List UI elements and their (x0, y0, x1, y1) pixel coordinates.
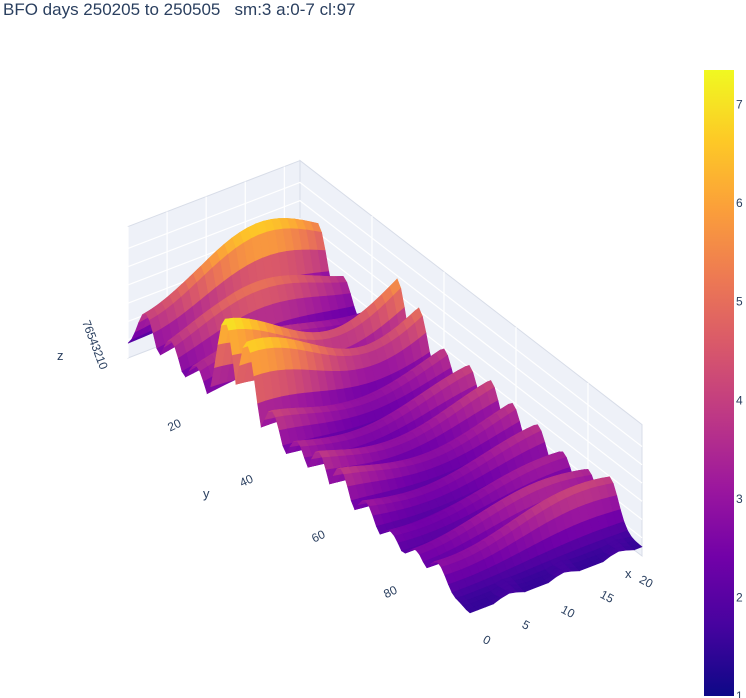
y-tick-label: 20 (165, 416, 183, 434)
z-tick-label: 1 (93, 354, 109, 365)
x-tick-label: 10 (559, 602, 578, 621)
z-tick-label: 2 (91, 348, 107, 359)
x-tick-label: 15 (598, 587, 617, 606)
colorbar-tick-label: 5 (736, 295, 743, 309)
colorbar: 1 2 3 4 5 6 7 (704, 70, 743, 698)
x-tick-label: 0 (481, 632, 494, 648)
z-axis-title: z (57, 348, 64, 363)
colorbar-tick-label: 6 (736, 196, 743, 210)
colorbar-tick-label: 2 (736, 590, 743, 604)
colorbar-tick-label: 4 (736, 393, 743, 407)
y-tick-label: 60 (309, 527, 327, 545)
grid-line-z (127, 218, 643, 484)
x-axis-title: x (625, 566, 632, 581)
y-tick-label: 80 (381, 583, 399, 601)
z-tick-label: 0 (95, 360, 111, 371)
chart-title: BFO days 250205 to 250505 sm:3 a:0-7 cl:… (3, 0, 356, 19)
z-tick-label: 5 (84, 330, 100, 341)
z-tick-label: 7 (79, 318, 95, 329)
y-axis-title: y (203, 486, 210, 501)
grid-line-z (127, 181, 643, 447)
grid-line-z (127, 200, 643, 466)
colorbar-tick-label: 1 (736, 689, 743, 698)
colorbar-gradient (704, 70, 734, 696)
z-tick-label: 4 (86, 336, 102, 347)
x-tick-label: 5 (520, 617, 533, 633)
colorbar-tick-label: 7 (736, 98, 743, 112)
z-tick-label: 3 (88, 342, 104, 353)
surface (127, 218, 643, 614)
surface-patch (465, 606, 479, 614)
z-tick-label: 6 (81, 324, 97, 335)
x-tick-label: 20 (637, 572, 656, 591)
y-tick-label: 40 (237, 471, 255, 489)
colorbar-tick-label: 3 (736, 492, 743, 506)
